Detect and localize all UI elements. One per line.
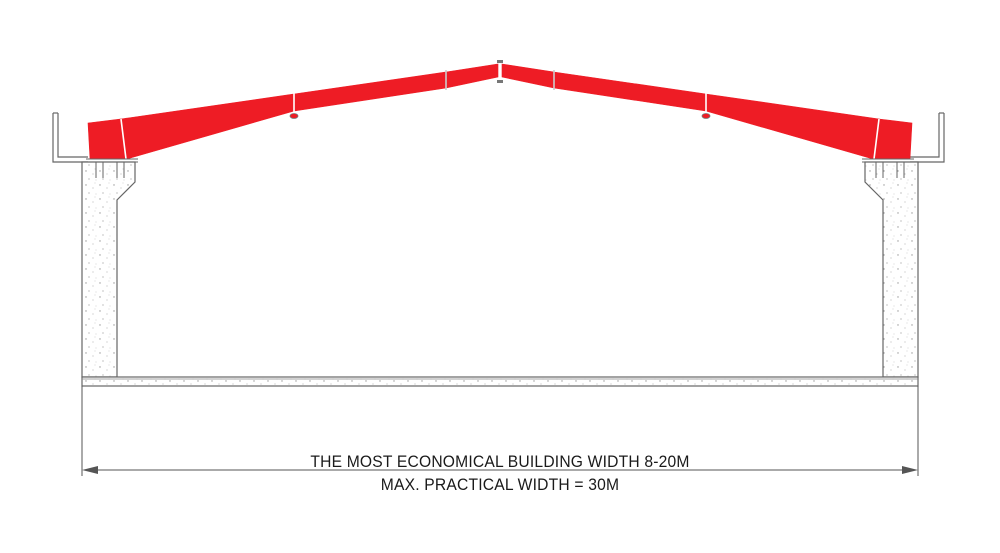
plate-outlines bbox=[445, 70, 555, 90]
splice-bolts bbox=[289, 60, 711, 119]
roof-rafters bbox=[87, 63, 913, 160]
dimension-caption-max-width: MAX. PRACTICAL WIDTH = 30M bbox=[380, 475, 620, 494]
left-haunch-plate bbox=[120, 118, 127, 160]
right-gutter bbox=[910, 112, 945, 163]
left-base-plate bbox=[86, 158, 138, 178]
rafter-segment-right-4 bbox=[501, 63, 555, 89]
right-base-plate bbox=[862, 158, 914, 178]
dimension-caption-economical-width: THE MOST ECONOMICAL BUILDING WIDTH 8-20M bbox=[310, 452, 690, 471]
rafter-segment-right-2 bbox=[705, 93, 880, 160]
left-concrete-column bbox=[81, 161, 136, 378]
dimension-arrow-left bbox=[82, 466, 98, 474]
rafter-segment-left-3 bbox=[293, 71, 447, 112]
rafter-segment-right-3 bbox=[553, 71, 707, 112]
rafter-segment-left-4 bbox=[445, 63, 499, 89]
floor-slab bbox=[81, 376, 919, 387]
width-dimension bbox=[81, 386, 919, 476]
right-haunch-plate bbox=[873, 118, 880, 160]
dimension-arrow-right bbox=[902, 466, 918, 474]
right-concrete-column bbox=[864, 161, 919, 378]
rafter-segment-left-2 bbox=[120, 93, 295, 160]
left-gutter bbox=[52, 112, 88, 163]
